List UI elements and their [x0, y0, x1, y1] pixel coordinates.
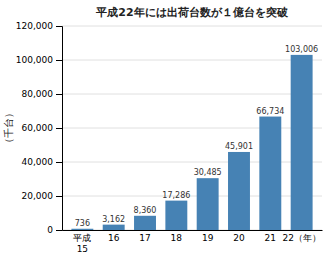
tick-mark — [56, 230, 62, 231]
tick-mark — [56, 162, 62, 163]
tick-label: 80,000 — [22, 89, 54, 99]
grid-line — [62, 60, 322, 61]
axis-line — [63, 230, 323, 231]
data-label: 736 — [75, 219, 90, 228]
axis-line — [56, 27, 63, 231]
tick-mark — [56, 196, 62, 197]
tick-label: 22（年） — [282, 233, 320, 243]
x-tick: 17 — [139, 230, 150, 243]
chart: 0 20,000 40,000 60,000 80,000 100,000 120,000 平… — [0, 0, 332, 264]
tick-label: 平成15 — [73, 233, 91, 253]
y-tick: 0 — [47, 225, 62, 235]
tick-label: 19 — [202, 233, 214, 243]
plot-area: 0 20,000 40,000 60,000 80,000 100,000 120,000 平… — [16, 21, 323, 253]
grid-line — [62, 162, 322, 163]
x-tick: 22（年） — [282, 230, 320, 243]
x-tick: 21 — [265, 230, 276, 243]
data-label: 3,162 — [102, 215, 125, 224]
bar — [165, 201, 187, 230]
x-tick: 19 — [202, 230, 214, 243]
tick-mark — [56, 26, 62, 27]
bar — [291, 55, 313, 230]
y-tick: 20,000 — [22, 191, 63, 201]
y-tick: 100,000 — [16, 55, 62, 65]
tick-label: 60,000 — [22, 123, 54, 133]
bar — [103, 225, 125, 230]
x-axis: 平成15 16 17 18 19 20 21 22（年） — [63, 230, 323, 254]
bar — [228, 152, 250, 230]
grid-line — [62, 230, 322, 231]
data-labels: 736 3,162 8,360 17,286 30,485 45,901 66,734 103… — [75, 45, 318, 228]
tick-mark — [56, 94, 62, 95]
tick-label: 40,000 — [22, 157, 54, 167]
data-label: 17,286 — [162, 191, 190, 200]
x-tick: 20 — [233, 230, 245, 243]
data-label: 66,734 — [256, 107, 284, 116]
tick-label: 16 — [108, 233, 120, 243]
tick-label: 100,000 — [16, 55, 53, 65]
grid-line — [62, 26, 322, 27]
bars — [71, 55, 312, 230]
tick-label: 17 — [139, 233, 150, 243]
x-tick: 平成15 — [73, 230, 91, 254]
tick-label: 20,000 — [22, 191, 54, 201]
bar — [134, 216, 156, 230]
y-tick: 60,000 — [22, 123, 63, 133]
tick-mark — [56, 60, 62, 61]
y-tick: 80,000 — [22, 89, 63, 99]
grid-line — [62, 196, 322, 197]
bar — [259, 117, 281, 230]
x-tick: 16 — [108, 230, 120, 243]
data-label: 8,360 — [134, 206, 157, 215]
bar — [71, 229, 93, 230]
bar — [197, 178, 219, 230]
x-tick: 18 — [171, 230, 183, 243]
y-tick: 120,000 — [16, 21, 62, 31]
tick-label: 120,000 — [16, 21, 53, 31]
tick-label: 20 — [233, 233, 245, 243]
grid-line — [62, 128, 322, 129]
grid — [62, 26, 322, 230]
tick-mark — [56, 128, 62, 129]
tick-label: 18 — [171, 233, 183, 243]
title: 平成22年には出荷台数が１億台を突破 — [95, 6, 288, 19]
y-tick: 40,000 — [22, 157, 63, 167]
data-label: 103,006 — [285, 45, 318, 54]
data-label: 45,901 — [225, 142, 253, 151]
tick-label: 21 — [265, 233, 276, 243]
y-axis-title: （千台） — [3, 108, 14, 148]
data-label: 30,485 — [194, 168, 222, 177]
y-axis: 0 20,000 40,000 60,000 80,000 100,000 120,000 — [16, 21, 63, 235]
grid-line — [62, 94, 322, 95]
tick-label: 0 — [47, 225, 53, 235]
